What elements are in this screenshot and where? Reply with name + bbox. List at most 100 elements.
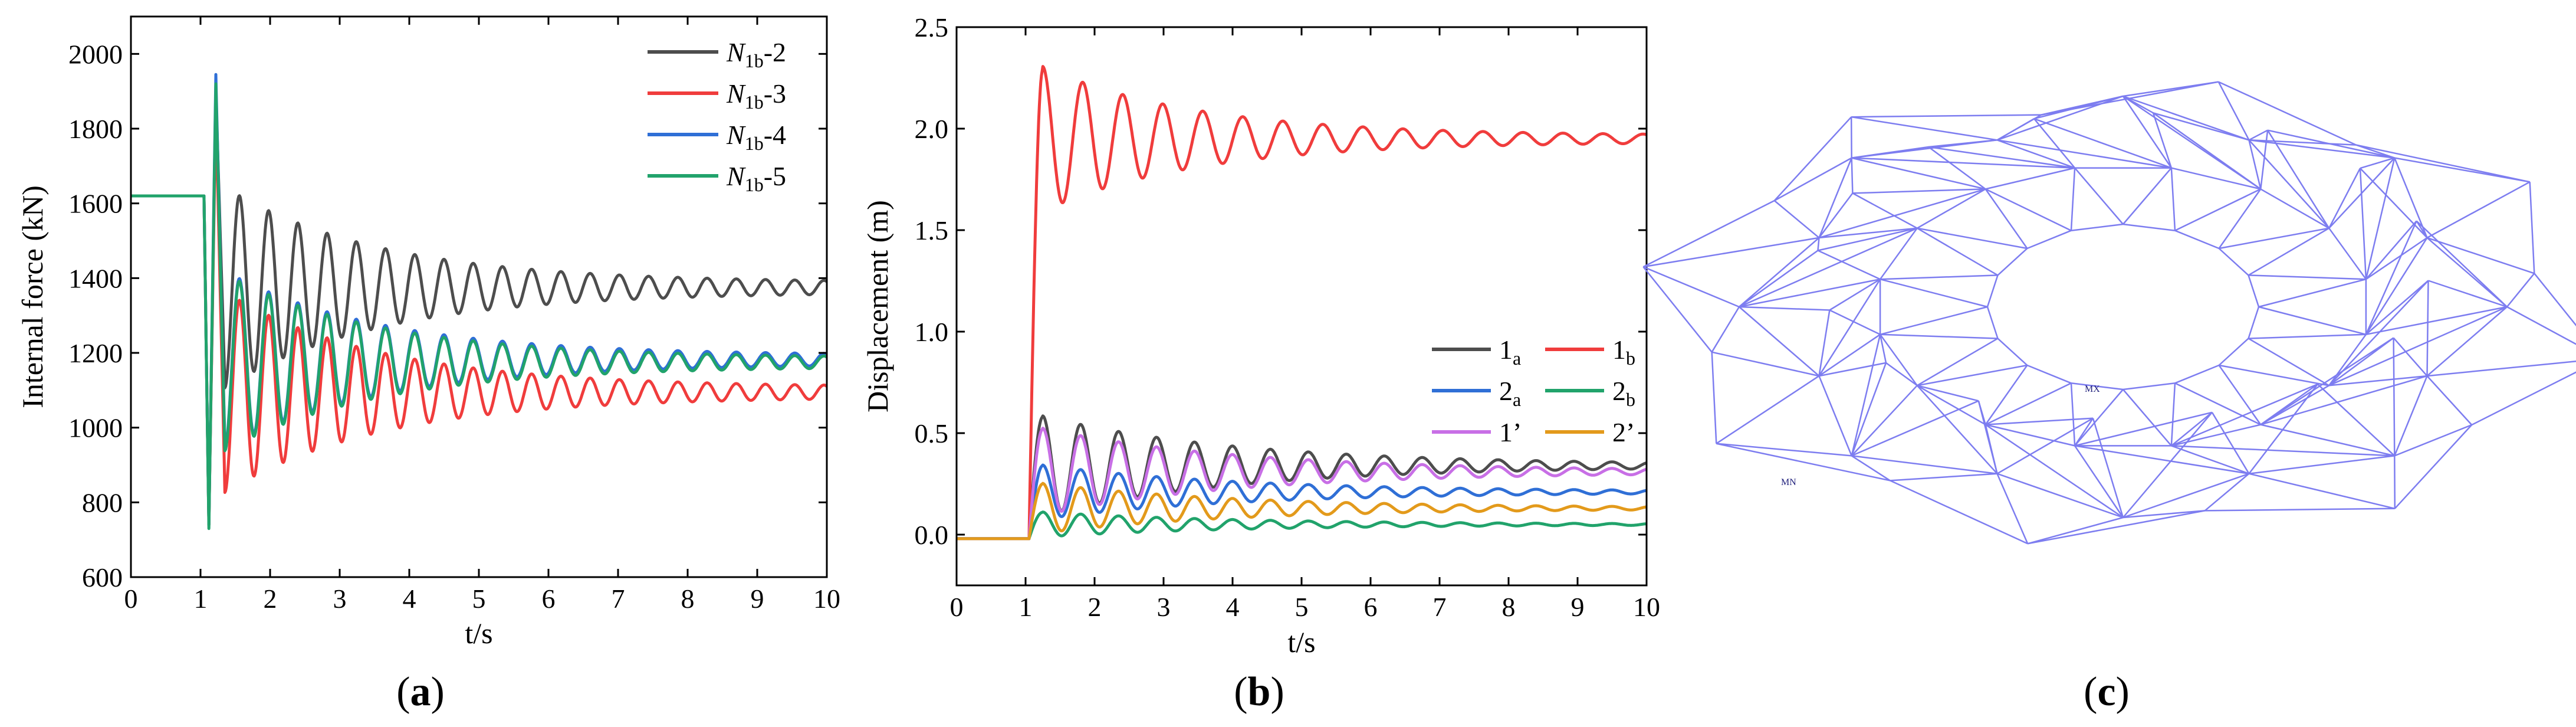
truss-member (1819, 362, 1887, 377)
truss-member (1711, 306, 1740, 353)
x-tick-label: 9 (1571, 592, 1585, 622)
series-group-a (130, 73, 828, 530)
y-tick-label: 1.5 (915, 215, 949, 245)
truss-member (1818, 333, 1881, 377)
x-tick-label: 6 (1364, 592, 1378, 622)
truss-member (2074, 445, 2249, 474)
truss-member (2365, 306, 2508, 336)
panel-label-a: (a) (396, 669, 445, 715)
truss-member (1852, 188, 1986, 194)
truss-member (2174, 382, 2261, 425)
y-tick-label: 600 (82, 562, 123, 592)
truss-member (2033, 118, 2172, 169)
truss-member (1851, 146, 1929, 159)
truss-member (2365, 280, 2429, 335)
truss-member (2248, 275, 2260, 307)
x-tick-label: 4 (1226, 592, 1240, 622)
truss-member (1997, 338, 2028, 366)
x-tick-label: 0 (124, 584, 138, 614)
truss-member (2171, 445, 2249, 474)
truss-member (2328, 168, 2361, 229)
truss-member (2267, 129, 2395, 159)
x-tick-label: 8 (681, 584, 695, 614)
truss-member (1985, 188, 2072, 231)
truss-member (2426, 181, 2531, 238)
truss-member (1851, 158, 1854, 194)
series-line-2 (955, 65, 1648, 541)
truss-member (1917, 227, 1999, 276)
truss-member (2217, 81, 2250, 140)
truss-member (2122, 167, 2172, 225)
truss-member (1986, 275, 1999, 307)
truss-member (1642, 266, 1713, 353)
truss-member (2122, 95, 2249, 141)
truss-member (2092, 418, 2124, 518)
y-tick-label: 1800 (68, 114, 123, 144)
truss-member (1928, 146, 1986, 190)
truss-member (1773, 116, 1852, 201)
truss-member (2394, 424, 2472, 457)
truss-member (2122, 96, 2172, 169)
truss-member (2171, 167, 2261, 190)
truss-member (2033, 118, 2076, 169)
mesh-min-label: MN (1781, 477, 1796, 487)
truss-member (1977, 400, 1998, 474)
x-tick-label: 1 (1019, 592, 1033, 622)
truss-member (1829, 279, 1881, 311)
truss-member (1880, 333, 1998, 339)
truss-member (1890, 473, 1997, 482)
truss-member (2365, 237, 2428, 280)
truss-member (2427, 361, 2576, 377)
truss-member (1716, 375, 1820, 444)
truss-member (2170, 383, 2176, 446)
truss-member (1880, 306, 1988, 336)
truss-member (2174, 364, 2220, 384)
truss-member (2365, 220, 2417, 280)
truss-member (1996, 473, 2029, 544)
mesh-max-label: MX (2085, 384, 2100, 394)
x-tick-label: 10 (813, 584, 840, 614)
truss-member (2416, 220, 2428, 238)
truss-member (2365, 237, 2428, 335)
truss-member (2074, 167, 2124, 225)
truss-member (2393, 337, 2428, 376)
x-tick-label: 10 (1633, 592, 1660, 622)
x-tick-label: 4 (403, 584, 416, 614)
truss-member (1879, 334, 1887, 364)
truss-member (2248, 384, 2318, 474)
truss-member (1817, 237, 1820, 251)
truss-member (1890, 480, 2028, 545)
truss-member (1851, 455, 1891, 482)
truss-member (2218, 81, 2357, 146)
truss-member (2248, 333, 2366, 339)
truss-member (2171, 411, 2213, 447)
truss-member (2122, 473, 2249, 519)
truss-member (1818, 158, 1852, 238)
truss-member (1986, 306, 1999, 339)
truss-member (2204, 473, 2250, 512)
legend-label: 2b (1612, 376, 1635, 410)
truss-member (1739, 237, 1820, 307)
truss-member (2365, 158, 2396, 280)
series-line-3 (955, 463, 1648, 541)
truss-member (2122, 382, 2176, 391)
legend-label: 1a (1499, 335, 1521, 369)
truss-member (2204, 507, 2395, 512)
truss-member (1985, 167, 2075, 190)
series-line-5 (955, 427, 1648, 541)
truss-member (2359, 168, 2367, 280)
truss-member (1851, 157, 1986, 190)
truss-member (2394, 456, 2396, 509)
truss-member (1917, 188, 1986, 229)
truss-member (1851, 455, 1997, 474)
truss-member (2394, 158, 2428, 238)
x-axis-label-b: t/s (1287, 626, 1315, 659)
truss-member (1851, 400, 1979, 457)
truss-member (2258, 278, 2367, 308)
truss-member (2218, 248, 2249, 276)
truss-member (2218, 338, 2249, 366)
series-line-1 (130, 90, 828, 526)
truss-member (1851, 157, 2075, 169)
x-tick-label: 2 (1088, 592, 1102, 622)
truss-member (1885, 362, 1918, 387)
